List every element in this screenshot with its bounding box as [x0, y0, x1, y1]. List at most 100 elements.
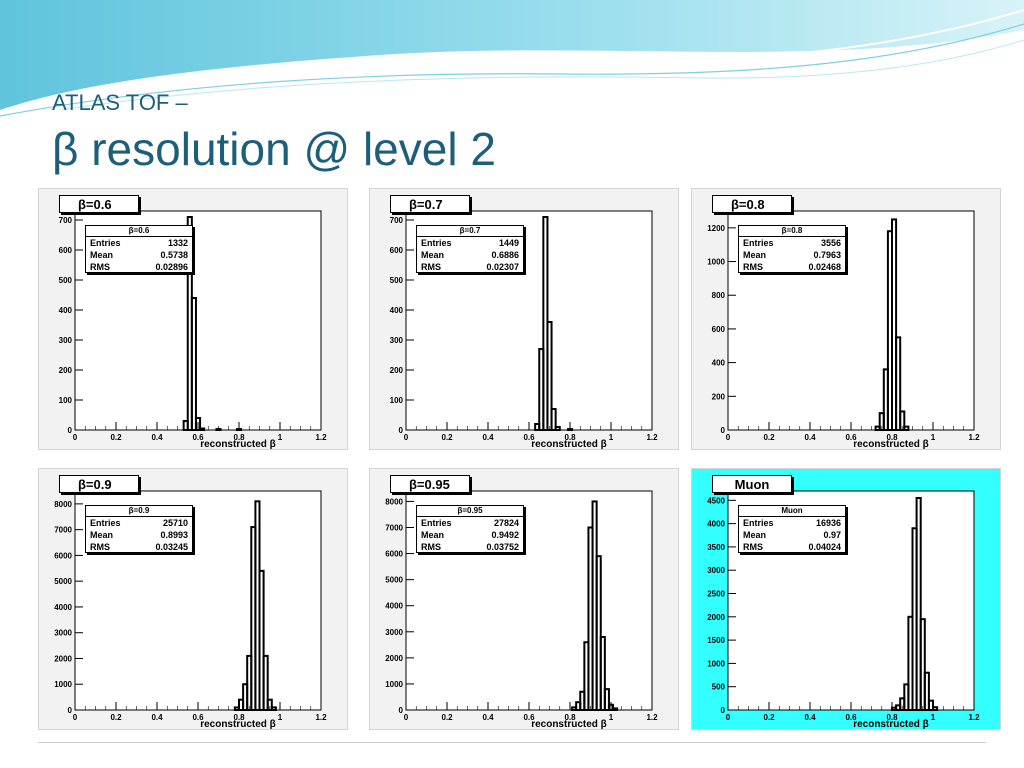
y-tick-label: 0: [68, 426, 73, 435]
stats-entries-value: 16936: [815, 518, 841, 528]
stats-entries-value: 27824: [493, 518, 519, 528]
x-tick-label: 0.2: [441, 713, 453, 722]
histogram-bin: [612, 707, 619, 712]
histogram-bin: [599, 636, 606, 711]
stats-mean-label: Mean: [743, 250, 767, 260]
stats-mean-value: 0.6886: [491, 250, 519, 260]
y-tick-label: 5000: [385, 576, 403, 585]
y-tick-label: 400: [712, 359, 726, 368]
x-tick-label: 0.2: [763, 433, 775, 442]
x-tick-label: 0.4: [804, 713, 816, 722]
y-tick-label: 400: [59, 306, 73, 315]
histogram-bin: [891, 218, 898, 431]
y-tick-label: 7000: [54, 526, 72, 535]
histogram-bin: [899, 410, 906, 432]
histogram-bin: [915, 496, 922, 711]
stats-title: Muon: [739, 506, 845, 517]
histogram-bin: [215, 428, 222, 432]
stats-box: β=0.7 Entries 1449 Mean 0.6886 RMS 0.02307: [416, 225, 524, 273]
histogram-panel-beta-0-6: 0 0.2 0.4 0.6 0.8 1 1.2 0 100 200 300 400 500 600 700 r…: [38, 188, 348, 450]
stats-mean-value: 0.8993: [160, 530, 188, 540]
stats-entries-label: Entries: [743, 518, 774, 528]
stats-box: β=0.9 Entries 25710 Mean 0.8993 RMS 0.03245: [85, 505, 193, 553]
y-tick-label: 1000: [385, 680, 403, 689]
x-tick-label: 0.2: [441, 433, 453, 442]
x-tick-label: 1.2: [968, 433, 980, 442]
histogram-bin: [927, 699, 934, 711]
histogram-bin: [566, 428, 574, 432]
x-tick-label: 0.6: [845, 713, 857, 722]
stats-title: β=0.9: [86, 506, 192, 517]
y-tick-label: 400: [390, 306, 404, 315]
x-axis-label: reconstructed β: [853, 439, 929, 449]
stats-box: β=0.8 Entries 3556 Mean 0.7963 RMS 0.02468: [738, 225, 846, 273]
x-tick-label: 1: [931, 433, 936, 442]
y-tick-label: 200: [712, 392, 726, 401]
y-tick-label: 3500: [707, 543, 725, 552]
histogram-bin: [235, 428, 243, 432]
histogram-bin: [266, 698, 273, 712]
x-tick-label: 0.2: [110, 433, 122, 442]
x-axis-label: reconstructed β: [853, 719, 929, 729]
stats-rms-label: RMS: [90, 542, 110, 552]
y-tick-label: 2500: [707, 590, 725, 599]
x-axis-label: reconstructed β: [531, 439, 607, 449]
stats-mean-label: Mean: [743, 530, 767, 540]
histogram-plot: 0 0.2 0.4 0.6 0.8 1 1.2 0 100 200 300 400 500 600 700 r…: [390, 210, 658, 449]
y-tick-label: 600: [59, 246, 73, 255]
y-tick-label: 0: [68, 706, 73, 715]
histogram-bin: [923, 671, 930, 711]
stats-entries-label: Entries: [743, 238, 774, 248]
stats-mean-label: Mean: [90, 530, 114, 540]
stats-mean-label: Mean: [421, 530, 445, 540]
stats-title: β=0.8: [739, 226, 845, 237]
x-tick-label: 0.2: [763, 713, 775, 722]
x-tick-label: 0: [73, 433, 78, 442]
stats-rms-value: 0.03752: [486, 542, 519, 552]
y-tick-label: 1500: [707, 636, 725, 645]
y-tick-label: 700: [59, 216, 73, 225]
x-tick-label: 0.2: [110, 713, 122, 722]
histogram-bin: [190, 297, 197, 431]
histogram-bin: [258, 569, 265, 711]
y-tick-label: 200: [59, 366, 73, 375]
stats-entries-label: Entries: [421, 238, 452, 248]
stats-rms-label: RMS: [421, 262, 441, 272]
y-tick-label: 700: [390, 216, 404, 225]
x-tick-label: 0.4: [804, 433, 816, 442]
x-tick-label: 1: [609, 713, 614, 722]
x-tick-label: 0.4: [151, 713, 163, 722]
stats-entries-value: 3556: [820, 238, 841, 248]
stats-rms-value: 0.02896: [155, 262, 188, 272]
x-tick-label: 1.2: [646, 713, 658, 722]
y-tick-label: 3000: [54, 629, 72, 638]
y-tick-label: 100: [390, 396, 404, 405]
y-tick-label: 500: [712, 683, 726, 692]
stats-mean-value: 0.9492: [491, 530, 519, 540]
x-tick-label: 0.6: [845, 433, 857, 442]
stats-rms-value: 0.04024: [808, 542, 841, 552]
histogram-bin: [550, 408, 557, 431]
histogram-bin: [903, 425, 910, 431]
x-tick-label: 1.2: [968, 713, 980, 722]
stats-entries-label: Entries: [421, 518, 452, 528]
x-tick-label: 0.8: [886, 713, 898, 722]
histogram-bin: [919, 618, 926, 711]
histogram-bin: [595, 555, 602, 711]
y-tick-label: 0: [721, 706, 726, 715]
x-tick-label: 0.8: [564, 713, 576, 722]
histogram-bin: [194, 417, 202, 431]
stats-rms-label: RMS: [743, 542, 763, 552]
x-tick-label: 0: [404, 713, 409, 722]
y-tick-label: 2000: [54, 654, 72, 663]
x-tick-label: 1.2: [646, 433, 658, 442]
y-tick-label: 4000: [385, 602, 403, 611]
stats-title: β=0.6: [86, 226, 192, 237]
stats-entries-label: Entries: [90, 518, 121, 528]
y-tick-label: 0: [399, 706, 404, 715]
stats-box: β=0.95 Entries 27824 Mean 0.9492 RMS 0.0375…: [416, 505, 524, 553]
histogram-panel-beta-0-7: 0 0.2 0.4 0.6 0.8 1 1.2 0 100 200 300 400 500 600 700 r…: [369, 188, 679, 450]
y-tick-label: 8000: [385, 497, 403, 506]
y-tick-label: 2000: [707, 613, 725, 622]
histogram-panel-muon: 0 0.2 0.4 0.6 0.8 1 1.2 0 500 1000 1500 2000 2500 300…: [691, 468, 1001, 730]
